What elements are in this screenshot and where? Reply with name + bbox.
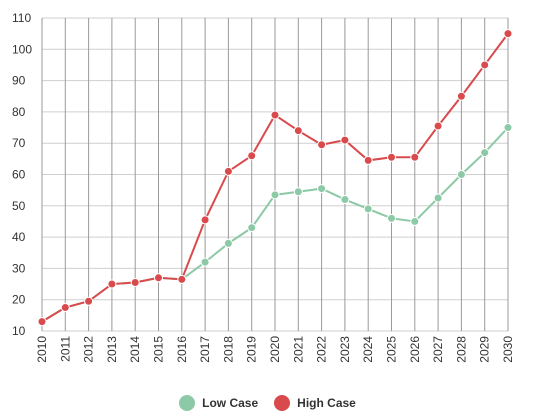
y-tick-label: 70 (12, 136, 26, 150)
legend: Low Case High Case (0, 392, 535, 414)
data-point-high-case[interactable] (503, 29, 513, 39)
y-tick-label: 100 (12, 42, 32, 56)
data-point-high-case[interactable] (433, 121, 443, 131)
data-point-low-case[interactable] (317, 184, 327, 194)
legend-marker-low-case (179, 395, 196, 411)
y-axis-ticks: 10 20 30 40 50 60 70 80 90 100 110 (12, 11, 32, 338)
y-tick-label: 50 (12, 199, 26, 213)
legend-item-low-case[interactable]: Low Case (179, 395, 258, 411)
x-tick-label: 2030 (501, 336, 515, 363)
data-point-low-case[interactable] (456, 170, 466, 179)
x-tick-label: 2028 (454, 336, 468, 363)
data-point-high-case[interactable] (293, 126, 303, 136)
x-tick-label: 2013 (105, 336, 119, 363)
x-tick-label: 2021 (291, 336, 305, 363)
data-point-low-case[interactable] (410, 216, 420, 226)
data-point-high-case[interactable] (107, 279, 117, 289)
x-tick-label: 2027 (431, 336, 445, 363)
y-tick-label: 20 (12, 293, 26, 307)
x-tick-label: 2024 (361, 336, 375, 363)
data-point-high-case[interactable] (456, 91, 466, 101)
data-point-high-case[interactable] (247, 151, 257, 161)
data-point-low-case[interactable] (340, 195, 350, 205)
data-point-high-case[interactable] (177, 274, 187, 284)
x-axis-ticks: 2010 2011 2012 2013 2014 2015 2016 2017 2018 2019… (35, 336, 515, 363)
data-point-high-case[interactable] (37, 317, 47, 327)
data-point-high-case[interactable] (223, 166, 233, 176)
legend-label-low-case: Low Case (202, 396, 259, 410)
y-tick-label: 60 (12, 168, 26, 182)
y-tick-label: 80 (12, 105, 26, 119)
legend-marker-high-case (274, 395, 291, 411)
x-tick-label: 2022 (315, 336, 329, 363)
x-tick-label: 2020 (268, 336, 282, 363)
data-point-low-case[interactable] (387, 213, 396, 223)
series-group (37, 29, 513, 327)
data-point-low-case[interactable] (293, 187, 303, 197)
data-point-low-case[interactable] (433, 193, 443, 203)
data-point-low-case[interactable] (200, 257, 210, 267)
x-tick-label: 2023 (338, 336, 352, 363)
y-tick-label: 110 (12, 11, 31, 25)
x-tick-label: 2018 (221, 336, 235, 363)
x-tick-label: 2016 (175, 336, 189, 363)
legend-item-high-case[interactable]: High Case (274, 395, 356, 411)
data-point-high-case[interactable] (130, 277, 140, 287)
data-point-high-case[interactable] (270, 110, 280, 120)
data-point-high-case[interactable] (363, 155, 373, 165)
series-high-case (37, 29, 513, 327)
y-tick-label: 10 (12, 324, 26, 338)
x-tick-label: 2029 (478, 336, 492, 363)
data-point-high-case[interactable] (480, 60, 490, 70)
x-tick-label: 2011 (58, 336, 72, 362)
x-tick-label: 2012 (82, 336, 96, 363)
y-tick-label: 30 (12, 261, 26, 275)
y-tick-label: 90 (12, 74, 26, 88)
data-point-low-case[interactable] (270, 190, 280, 200)
x-tick-label: 2019 (245, 336, 259, 363)
data-point-high-case[interactable] (340, 135, 350, 145)
x-tick-label: 2025 (385, 336, 399, 363)
x-tick-label: 2026 (408, 336, 422, 363)
data-point-low-case[interactable] (247, 223, 257, 233)
data-point-high-case[interactable] (387, 152, 396, 162)
x-tick-label: 2015 (152, 336, 166, 363)
data-point-low-case[interactable] (480, 148, 490, 158)
data-point-high-case[interactable] (200, 215, 210, 225)
grid (41, 17, 509, 332)
data-point-high-case[interactable] (317, 140, 327, 150)
x-tick-label: 2010 (35, 336, 49, 363)
x-tick-label: 2017 (198, 336, 212, 363)
data-point-low-case[interactable] (503, 123, 513, 133)
data-point-low-case[interactable] (223, 238, 233, 248)
data-point-low-case[interactable] (363, 204, 373, 214)
data-point-high-case[interactable] (154, 273, 163, 283)
data-point-high-case[interactable] (60, 303, 70, 313)
data-point-high-case[interactable] (410, 152, 420, 162)
legend-label-high-case: High Case (297, 396, 356, 410)
y-tick-label: 40 (12, 230, 26, 244)
x-tick-label: 2014 (128, 336, 142, 363)
data-point-high-case[interactable] (84, 296, 94, 306)
